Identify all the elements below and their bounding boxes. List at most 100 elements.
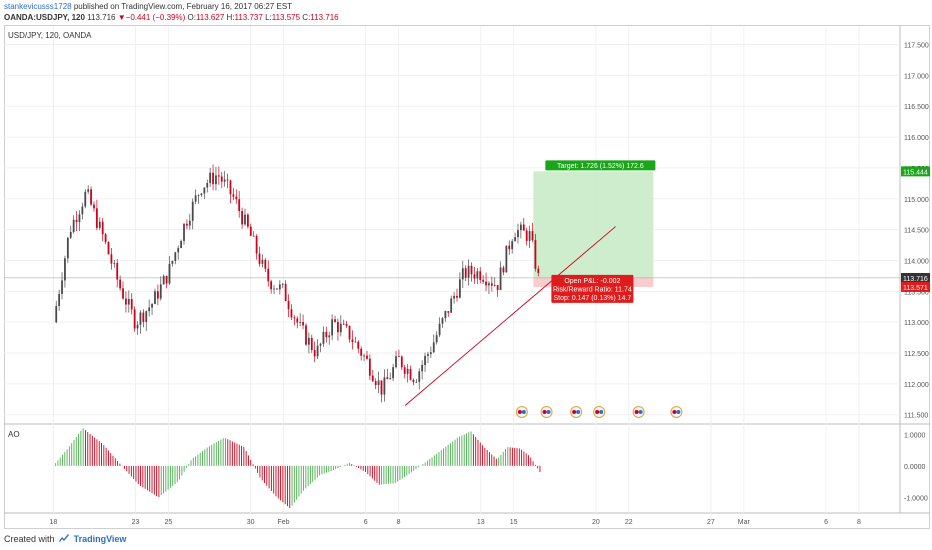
candle-body	[203, 187, 206, 194]
candle-body	[101, 221, 104, 235]
tradingview-logo-icon	[59, 534, 70, 542]
candle-body	[348, 325, 351, 340]
event-flag-dot	[542, 410, 547, 414]
candle-body	[119, 279, 122, 289]
candle-body	[148, 307, 151, 312]
candle-body	[252, 235, 255, 237]
candle-body	[194, 195, 197, 202]
price-tick-label: 113.000	[904, 320, 929, 327]
candle-body	[531, 231, 534, 241]
candle-body	[127, 299, 130, 305]
candle-body	[459, 279, 461, 298]
candle-body	[514, 237, 516, 242]
oscillator-tick-label: -1.0000	[904, 495, 928, 502]
candle-body	[337, 321, 339, 333]
candle-body	[366, 355, 368, 359]
candle-body	[90, 189, 92, 205]
open-label: O:	[187, 13, 196, 22]
candle-body	[508, 245, 511, 250]
candle-body	[61, 280, 63, 294]
candle-body	[432, 342, 435, 353]
candle-body	[156, 291, 159, 299]
candle-body	[517, 230, 519, 238]
publish-text: published on TradingView.com, February 1…	[73, 2, 293, 11]
candle-body	[360, 348, 363, 356]
stop-label-box	[551, 274, 634, 303]
candle-body	[502, 267, 505, 273]
candle-body	[113, 262, 116, 264]
trendline[interactable]	[404, 226, 616, 406]
candle-body	[519, 224, 522, 231]
candle-body	[293, 317, 296, 319]
candle-body	[154, 291, 156, 305]
candle-body	[296, 318, 299, 323]
price-badge-label: 113.716	[903, 276, 928, 283]
event-flag-dot	[517, 410, 522, 414]
candle-body	[130, 299, 133, 310]
candle-body	[145, 311, 148, 322]
time-tick-label: Mar	[738, 519, 751, 526]
oscillator-tick-label: 0.0000	[904, 464, 926, 471]
time-tick-label: 13	[477, 519, 485, 526]
candle-body	[107, 242, 110, 255]
time-tick-label: 30	[247, 519, 255, 526]
candle-body	[261, 259, 264, 264]
candle-body	[98, 221, 101, 228]
candle-body	[345, 324, 348, 326]
candle-body	[374, 381, 377, 386]
candle-body	[476, 271, 479, 279]
candle-body	[258, 253, 261, 264]
candle-body	[511, 241, 514, 250]
candle-body	[331, 319, 334, 336]
candle-body	[339, 323, 342, 333]
candle-body	[58, 293, 61, 307]
candle-body	[415, 381, 418, 383]
candle-body	[377, 380, 380, 386]
event-flag-dot	[521, 410, 526, 414]
candle-body	[125, 298, 127, 305]
candle-body	[412, 379, 415, 383]
tradingview-brand[interactable]: TradingView	[73, 534, 127, 544]
candle-body	[159, 284, 162, 299]
candle-body	[453, 295, 455, 299]
open-value: 113.627	[195, 13, 225, 22]
candle-body	[290, 309, 293, 318]
candle-body	[383, 377, 386, 395]
price-badge	[901, 281, 930, 292]
candle-body	[206, 183, 209, 188]
candle-body	[473, 274, 476, 279]
event-flag-dot	[634, 410, 639, 414]
candle-body	[66, 237, 69, 259]
candle-body	[284, 283, 287, 301]
price-tick-label: 112.500	[904, 351, 929, 358]
candle-body	[255, 236, 258, 254]
oscillator-label: AO	[8, 430, 20, 439]
time-tick-label: 20	[592, 519, 600, 526]
candle-body	[505, 245, 508, 273]
candle-body	[421, 365, 424, 372]
candle-body	[409, 368, 412, 380]
candle-body	[87, 189, 90, 192]
author-link[interactable]: stankevicusss1728	[4, 2, 72, 11]
candle-body	[235, 196, 238, 200]
rr-label: Risk/Reward Ratio: 11.74	[553, 286, 632, 293]
candle-body	[78, 214, 81, 223]
candle-body	[174, 252, 177, 261]
candle-body	[299, 322, 302, 323]
event-flag-dot	[672, 410, 677, 414]
candle-body	[441, 318, 444, 324]
candle-body	[485, 281, 487, 286]
candle-body	[177, 248, 180, 253]
time-tick-label: 25	[165, 519, 173, 526]
candle-body	[354, 341, 357, 343]
price-tick-label: 111.500	[904, 413, 928, 420]
oscillator-tick-label: 1.0000	[904, 432, 926, 439]
candle-body	[342, 323, 345, 325]
candle-body	[264, 259, 267, 269]
candle-body	[72, 219, 75, 232]
candle-body	[180, 240, 183, 249]
candle-body	[270, 281, 273, 290]
profit-zone[interactable]	[533, 171, 654, 278]
time-tick-label: 6	[824, 519, 828, 526]
